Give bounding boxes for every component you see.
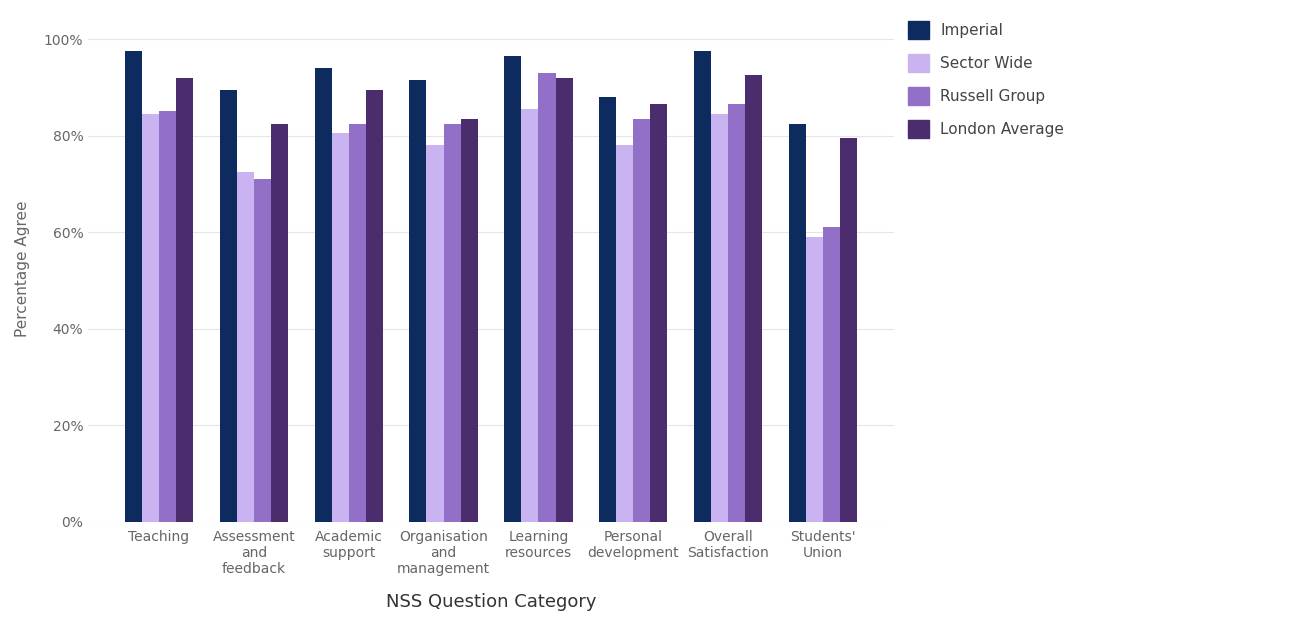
- Bar: [427, 145, 444, 521]
- Bar: [348, 123, 366, 521]
- Bar: [270, 123, 289, 521]
- Bar: [840, 138, 857, 521]
- Bar: [409, 80, 427, 521]
- Bar: [521, 109, 538, 521]
- Bar: [176, 78, 193, 521]
- Bar: [314, 68, 331, 521]
- X-axis label: NSS Question Category: NSS Question Category: [386, 593, 597, 611]
- Bar: [538, 73, 555, 521]
- Bar: [159, 111, 176, 521]
- Bar: [616, 145, 633, 521]
- Bar: [505, 56, 521, 521]
- Bar: [806, 237, 823, 521]
- Bar: [142, 114, 159, 521]
- Bar: [729, 105, 745, 521]
- Bar: [633, 119, 651, 521]
- Bar: [745, 75, 762, 521]
- Bar: [220, 90, 237, 521]
- Bar: [694, 51, 712, 521]
- Bar: [444, 123, 461, 521]
- Bar: [331, 133, 348, 521]
- Bar: [124, 51, 142, 521]
- Bar: [599, 97, 616, 521]
- Bar: [461, 119, 477, 521]
- Bar: [254, 179, 270, 521]
- Bar: [712, 114, 729, 521]
- Y-axis label: Percentage Agree: Percentage Agree: [16, 200, 30, 337]
- Bar: [237, 172, 254, 521]
- Bar: [823, 227, 840, 521]
- Bar: [555, 78, 572, 521]
- Bar: [651, 105, 668, 521]
- Bar: [366, 90, 383, 521]
- Legend: Imperial, Sector Wide, Russell Group, London Average: Imperial, Sector Wide, Russell Group, Lo…: [902, 15, 1070, 143]
- Bar: [789, 123, 806, 521]
